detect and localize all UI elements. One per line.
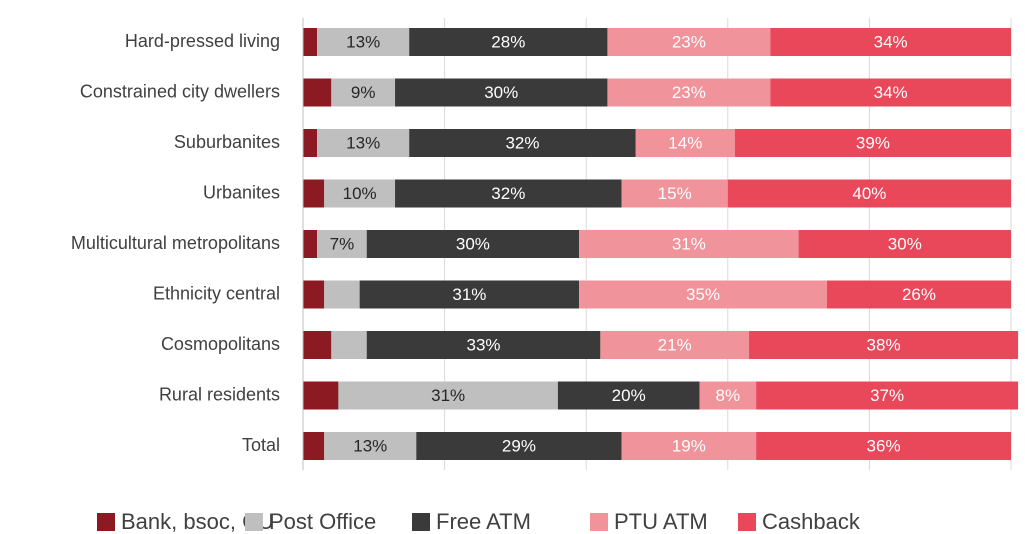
bar-segment bbox=[727, 179, 1011, 208]
data-label: 30% bbox=[484, 83, 518, 102]
data-label: 32% bbox=[505, 133, 539, 152]
bar-segment bbox=[699, 381, 757, 410]
bar-segment bbox=[756, 381, 1019, 410]
data-label: 14% bbox=[668, 133, 702, 152]
bar-segment bbox=[579, 280, 827, 309]
bar-segment bbox=[331, 331, 367, 359]
data-label: 31% bbox=[672, 234, 706, 253]
bar-segment bbox=[303, 432, 325, 460]
legend-swatch bbox=[412, 513, 430, 531]
data-label: 8% bbox=[716, 386, 741, 405]
legend-swatch bbox=[738, 513, 756, 531]
bar-segment bbox=[395, 78, 608, 107]
bar-segment bbox=[621, 179, 728, 208]
data-label: 13% bbox=[346, 133, 380, 152]
bar-segment bbox=[826, 280, 1011, 309]
bar-segment bbox=[416, 432, 622, 460]
bar-segment bbox=[770, 78, 1011, 107]
data-label: 35% bbox=[686, 285, 720, 304]
bar-segment bbox=[317, 28, 410, 56]
data-label: 30% bbox=[888, 234, 922, 253]
bar-segment bbox=[749, 331, 1019, 359]
data-label: 19% bbox=[672, 436, 706, 455]
category-label: Hard-pressed living bbox=[125, 31, 280, 51]
data-label: 21% bbox=[658, 335, 692, 354]
bar-segment bbox=[303, 129, 318, 157]
data-label: 10% bbox=[343, 184, 377, 203]
bar-segment bbox=[317, 129, 410, 157]
data-label: 31% bbox=[431, 386, 465, 405]
bar-segment bbox=[734, 129, 1011, 157]
bar-segment bbox=[770, 28, 1011, 56]
category-label: Cosmopolitans bbox=[161, 334, 280, 354]
bar-segment bbox=[409, 129, 636, 157]
bar-segment bbox=[303, 179, 325, 208]
legend-swatch bbox=[590, 513, 608, 531]
bar-segment bbox=[557, 381, 700, 410]
legend-label: Free ATM bbox=[436, 509, 531, 534]
bar-segment bbox=[607, 28, 771, 56]
data-label: 30% bbox=[456, 234, 490, 253]
bar-segment bbox=[621, 432, 757, 460]
bar-segment bbox=[409, 28, 608, 56]
data-label: 15% bbox=[658, 184, 692, 203]
bar-segment bbox=[303, 331, 332, 359]
category-label: Rural residents bbox=[159, 384, 280, 404]
bar-segment bbox=[303, 280, 325, 309]
legend-swatch bbox=[245, 513, 263, 531]
data-label: 20% bbox=[612, 386, 646, 405]
data-label: 13% bbox=[346, 32, 380, 51]
category-label: Ethnicity central bbox=[153, 283, 280, 303]
legend-label: PTU ATM bbox=[614, 509, 708, 534]
data-label: 23% bbox=[672, 32, 706, 51]
bar-segment bbox=[331, 78, 396, 107]
category-label: Total bbox=[242, 435, 280, 455]
data-label: 38% bbox=[867, 335, 901, 354]
category-label: Suburbanites bbox=[174, 132, 280, 152]
data-label: 37% bbox=[870, 386, 904, 405]
category-label: Multicultural metropolitans bbox=[71, 233, 280, 253]
legend-swatch bbox=[97, 513, 115, 531]
bar-segment bbox=[317, 230, 367, 258]
category-label: Urbanites bbox=[203, 182, 280, 202]
bar-segment bbox=[338, 381, 558, 410]
bar-segment bbox=[303, 230, 318, 258]
legend-label: Cashback bbox=[762, 509, 861, 534]
bar-segment bbox=[607, 78, 771, 107]
legend-label: Post Office bbox=[269, 509, 376, 534]
data-label: 36% bbox=[867, 436, 901, 455]
data-label: 9% bbox=[351, 83, 376, 102]
data-label: 13% bbox=[353, 436, 387, 455]
bar-segment bbox=[635, 129, 735, 157]
data-label: 28% bbox=[491, 32, 525, 51]
bar-segment bbox=[579, 230, 799, 258]
bar-segment bbox=[303, 381, 339, 410]
bar-segment bbox=[359, 280, 580, 309]
data-label: 34% bbox=[874, 83, 908, 102]
bar-segment bbox=[756, 432, 1011, 460]
data-label: 23% bbox=[672, 83, 706, 102]
category-label: Constrained city dwellers bbox=[80, 81, 280, 101]
bar-segment bbox=[303, 28, 318, 56]
bar-segment bbox=[303, 78, 332, 107]
data-label: 29% bbox=[502, 436, 536, 455]
bar-segment bbox=[324, 432, 417, 460]
bar-segment bbox=[366, 230, 580, 258]
bar-segment bbox=[324, 179, 396, 208]
data-label: 39% bbox=[856, 133, 890, 152]
data-label: 34% bbox=[874, 32, 908, 51]
bar-segment bbox=[798, 230, 1011, 258]
data-label: 33% bbox=[467, 335, 501, 354]
bar-segment bbox=[366, 331, 601, 359]
data-label: 40% bbox=[852, 184, 886, 203]
data-label: 7% bbox=[330, 234, 355, 253]
bar-segment bbox=[600, 331, 750, 359]
data-label: 26% bbox=[902, 285, 936, 304]
data-label: 32% bbox=[491, 184, 525, 203]
bar-segment bbox=[324, 280, 360, 309]
data-label: 31% bbox=[452, 285, 486, 304]
bar-segment bbox=[395, 179, 622, 208]
